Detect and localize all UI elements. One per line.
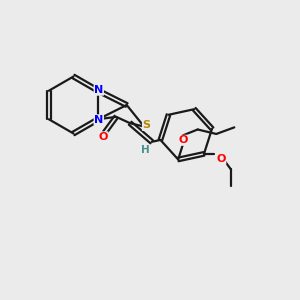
Text: O: O (178, 135, 188, 145)
Text: S: S (142, 120, 151, 130)
Text: H: H (141, 145, 149, 155)
Text: O: O (99, 132, 108, 142)
Text: N: N (94, 85, 104, 95)
Text: N: N (94, 115, 104, 125)
Text: O: O (216, 154, 226, 164)
